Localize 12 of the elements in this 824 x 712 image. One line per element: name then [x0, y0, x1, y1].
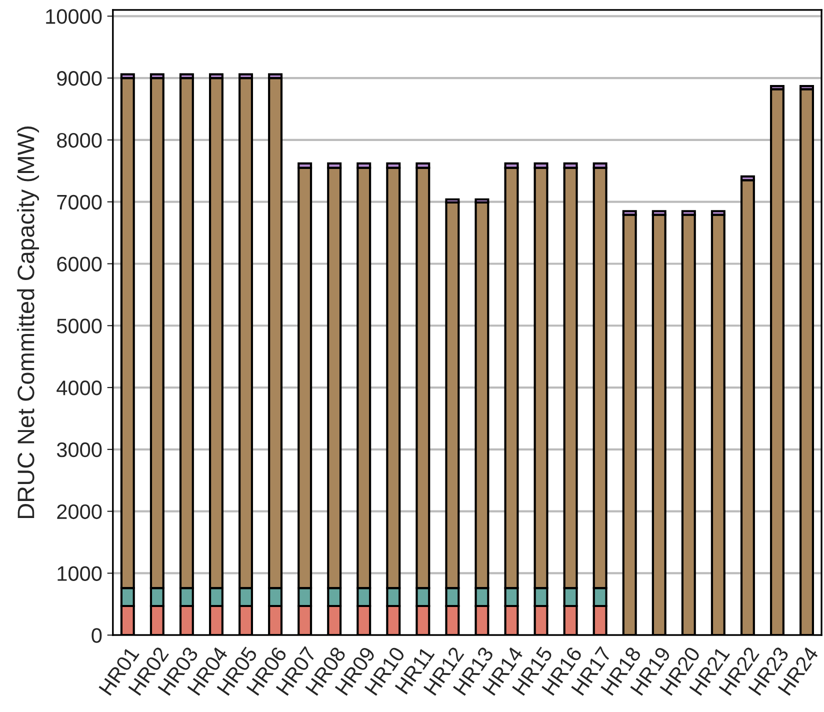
y-axis-title: DRUC Net Committed Capacity (MW): [16, 126, 39, 518]
y-tick-label: 3000: [56, 442, 102, 458]
y-tick-label: 9000: [57, 71, 102, 86]
y-tick-label: 2000: [57, 504, 102, 520]
y-tick-label: 5000: [56, 318, 102, 334]
y-tick-label: 1000: [58, 566, 102, 581]
y-tick-label: 4000: [56, 380, 102, 396]
y-tick-label: 0: [92, 628, 102, 643]
y-tick-label: 10000: [46, 9, 102, 24]
y-tick-label: 6000: [57, 256, 102, 272]
y-tick-label: 7000: [57, 194, 102, 210]
y-tick-label: 8000: [57, 132, 102, 148]
